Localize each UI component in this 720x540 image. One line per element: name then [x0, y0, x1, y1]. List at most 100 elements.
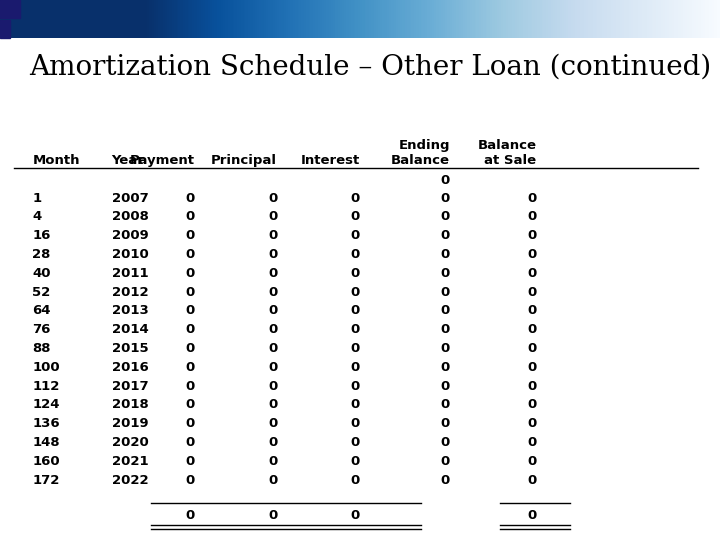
- Text: 0: 0: [527, 248, 536, 261]
- Text: 0: 0: [441, 230, 450, 242]
- Bar: [0, 0, 20, 18]
- Text: 0: 0: [527, 286, 536, 299]
- Text: Amortization Schedule – Other Loan (continued): Amortization Schedule – Other Loan (cont…: [29, 54, 711, 81]
- Text: 0: 0: [185, 361, 194, 374]
- Text: 0: 0: [268, 286, 277, 299]
- Text: 2008: 2008: [112, 211, 148, 224]
- Text: 0: 0: [185, 248, 194, 261]
- Text: 0: 0: [268, 305, 277, 318]
- Text: 160: 160: [32, 455, 60, 468]
- Text: 0: 0: [268, 399, 277, 411]
- Text: 124: 124: [32, 399, 60, 411]
- Text: 2018: 2018: [112, 399, 148, 411]
- Text: 0: 0: [351, 361, 360, 374]
- Text: 0: 0: [527, 211, 536, 224]
- Text: 0: 0: [351, 230, 360, 242]
- Text: 0: 0: [527, 267, 536, 280]
- Text: 0: 0: [268, 267, 277, 280]
- Text: 40: 40: [32, 267, 51, 280]
- Text: 0: 0: [185, 455, 194, 468]
- Text: 1: 1: [32, 192, 42, 205]
- Text: 64: 64: [32, 305, 51, 318]
- Text: 0: 0: [527, 230, 536, 242]
- Text: 0: 0: [268, 230, 277, 242]
- Text: 0: 0: [527, 361, 536, 374]
- Text: 0: 0: [527, 305, 536, 318]
- Text: 0: 0: [268, 211, 277, 224]
- Text: 4: 4: [32, 211, 42, 224]
- Bar: [0, 19, 10, 38]
- Text: 2007: 2007: [112, 192, 148, 205]
- Text: 76: 76: [32, 323, 51, 336]
- Text: 0: 0: [268, 323, 277, 336]
- Text: Balance
at Sale: Balance at Sale: [477, 139, 536, 167]
- Text: 0: 0: [185, 286, 194, 299]
- Text: 0: 0: [268, 509, 277, 522]
- Text: 2017: 2017: [112, 380, 148, 393]
- Text: 0: 0: [441, 455, 450, 468]
- Text: 0: 0: [527, 380, 536, 393]
- Text: 0: 0: [185, 211, 194, 224]
- Text: 0: 0: [185, 436, 194, 449]
- Text: 0: 0: [185, 305, 194, 318]
- Text: 0: 0: [441, 174, 450, 187]
- Text: 0: 0: [527, 192, 536, 205]
- Text: 0: 0: [527, 509, 536, 522]
- Text: 0: 0: [268, 342, 277, 355]
- Text: Interest: Interest: [301, 154, 360, 167]
- Text: 0: 0: [527, 455, 536, 468]
- Text: 2011: 2011: [112, 267, 148, 280]
- Text: 0: 0: [351, 474, 360, 487]
- Text: 0: 0: [351, 305, 360, 318]
- Text: 0: 0: [351, 267, 360, 280]
- Text: 112: 112: [32, 380, 60, 393]
- Text: 0: 0: [185, 192, 194, 205]
- Text: 0: 0: [441, 286, 450, 299]
- Text: 0: 0: [351, 436, 360, 449]
- Text: 0: 0: [441, 474, 450, 487]
- Text: 0: 0: [268, 192, 277, 205]
- Text: Month: Month: [32, 154, 80, 167]
- Text: 0: 0: [527, 323, 536, 336]
- Text: 0: 0: [351, 455, 360, 468]
- Text: 0: 0: [441, 361, 450, 374]
- Text: 0: 0: [268, 417, 277, 430]
- Text: 2022: 2022: [112, 474, 148, 487]
- Text: 0: 0: [268, 380, 277, 393]
- Text: 0: 0: [351, 342, 360, 355]
- Text: Payment: Payment: [130, 154, 194, 167]
- Text: 136: 136: [32, 417, 60, 430]
- Text: 0: 0: [527, 399, 536, 411]
- Text: 2012: 2012: [112, 286, 148, 299]
- Text: 0: 0: [185, 342, 194, 355]
- Text: 0: 0: [185, 267, 194, 280]
- Text: 2010: 2010: [112, 248, 148, 261]
- Text: 2016: 2016: [112, 361, 148, 374]
- Text: 0: 0: [185, 399, 194, 411]
- Text: 0: 0: [268, 436, 277, 449]
- Text: 0: 0: [351, 192, 360, 205]
- Text: 0: 0: [351, 248, 360, 261]
- Text: 0: 0: [185, 323, 194, 336]
- Text: 2019: 2019: [112, 417, 148, 430]
- Text: 88: 88: [32, 342, 51, 355]
- Text: 0: 0: [268, 474, 277, 487]
- Text: 0: 0: [527, 474, 536, 487]
- Text: 0: 0: [441, 305, 450, 318]
- Text: 100: 100: [32, 361, 60, 374]
- Text: 0: 0: [441, 267, 450, 280]
- Text: 0: 0: [527, 417, 536, 430]
- Text: 0: 0: [185, 380, 194, 393]
- Text: 0: 0: [351, 380, 360, 393]
- Text: 0: 0: [441, 436, 450, 449]
- Text: 0: 0: [185, 417, 194, 430]
- Text: 148: 148: [32, 436, 60, 449]
- Text: 0: 0: [351, 399, 360, 411]
- Text: 0: 0: [441, 211, 450, 224]
- Text: 2013: 2013: [112, 305, 148, 318]
- Text: 0: 0: [351, 509, 360, 522]
- Text: Principal: Principal: [211, 154, 277, 167]
- Text: 52: 52: [32, 286, 50, 299]
- Text: 28: 28: [32, 248, 51, 261]
- Text: 0: 0: [185, 509, 194, 522]
